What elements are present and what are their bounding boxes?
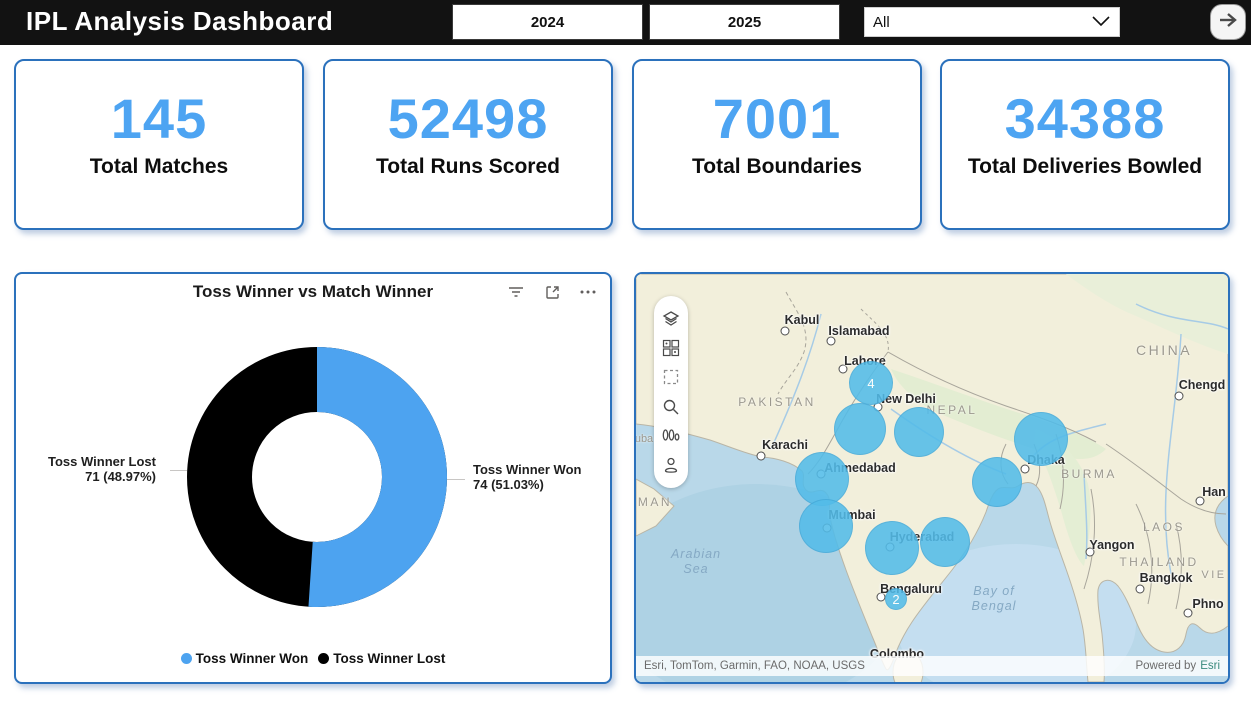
match-locations-map-panel: PAKISTAN NEPAL CHINA BURMA LAOS THAILAND… bbox=[634, 272, 1230, 684]
kpi-card-total-matches: 145 Total Matches bbox=[14, 59, 304, 230]
legend-swatch-lost bbox=[318, 653, 330, 664]
city-label: Phno bbox=[1192, 597, 1224, 611]
chart-title: Toss Winner vs Match Winner bbox=[192, 282, 434, 301]
map-bubble[interactable] bbox=[920, 517, 970, 567]
map-bubble[interactable] bbox=[795, 452, 849, 506]
map-bubble[interactable] bbox=[1014, 412, 1068, 466]
city-marker-dhaka bbox=[1020, 464, 1030, 474]
filter-icon[interactable] bbox=[504, 280, 528, 304]
region-label: CHINA bbox=[1135, 342, 1193, 358]
legend-item-won[interactable]: Toss Winner Won bbox=[180, 651, 308, 666]
callout-toss-winner-lost: Toss Winner Lost 71 (48.97%) bbox=[48, 454, 156, 484]
kpi-value: 34388 bbox=[1004, 87, 1166, 150]
basemap bbox=[636, 274, 1228, 682]
region-label: LAOS bbox=[1142, 520, 1186, 534]
layers-icon[interactable] bbox=[659, 307, 683, 331]
account-icon[interactable] bbox=[659, 453, 683, 477]
kpi-value: 145 bbox=[110, 87, 208, 150]
right-arrow-icon bbox=[1218, 12, 1238, 33]
toss-vs-match-winner-panel: Toss Winner vs Match Winner Toss Winner … bbox=[14, 272, 612, 684]
map-canvas[interactable]: PAKISTAN NEPAL CHINA BURMA LAOS THAILAND… bbox=[636, 274, 1228, 682]
region-label: MAN bbox=[637, 495, 673, 509]
city-marker-lahore bbox=[838, 364, 848, 374]
city-label: Chengd bbox=[1178, 378, 1226, 392]
map-bubble[interactable] bbox=[894, 407, 944, 457]
search-icon[interactable] bbox=[659, 395, 683, 419]
chevron-down-icon bbox=[1091, 14, 1111, 31]
legend-item-lost[interactable]: Toss Winner Lost bbox=[318, 651, 445, 666]
kpi-label: Total Matches bbox=[89, 155, 229, 178]
kpi-card-total-deliveries: 34388 Total Deliveries Bowled bbox=[940, 59, 1230, 230]
donut-chart[interactable] bbox=[16, 274, 610, 682]
city-marker-chengdu bbox=[1174, 391, 1184, 401]
city-label: Kabul bbox=[784, 313, 820, 327]
map-bubble-cluster[interactable]: 2 bbox=[885, 588, 907, 610]
measure-icon[interactable] bbox=[659, 424, 683, 448]
city-marker-phnom-penh bbox=[1183, 608, 1193, 618]
team-dropdown-value: All bbox=[873, 13, 890, 31]
callout-leader-line bbox=[447, 479, 465, 480]
city-marker-islamabad bbox=[826, 336, 836, 346]
region-label: VIE bbox=[1201, 569, 1227, 581]
esri-link[interactable]: Esri bbox=[1200, 660, 1220, 672]
focus-mode-icon[interactable] bbox=[540, 280, 564, 304]
city-label: Yangon bbox=[1089, 538, 1135, 552]
year-slicer-2024[interactable]: 2024 bbox=[452, 4, 643, 40]
city-marker-kabul bbox=[780, 326, 790, 336]
kpi-label: Total Boundaries bbox=[692, 155, 862, 178]
city-marker-karachi bbox=[756, 451, 766, 461]
kpi-card-total-boundaries: 7001 Total Boundaries bbox=[632, 59, 922, 230]
map-bubble[interactable] bbox=[799, 499, 853, 553]
region-label: BURMA bbox=[1061, 467, 1117, 481]
city-label: Han bbox=[1202, 485, 1226, 499]
year-slicer-2025[interactable]: 2025 bbox=[649, 4, 840, 40]
kpi-label: Total Deliveries Bowled bbox=[967, 155, 1203, 178]
callout-toss-winner-won: Toss Winner Won 74 (51.03%) bbox=[473, 462, 582, 492]
sea-label-arabian-sea: Arabian Sea bbox=[670, 547, 722, 576]
city-marker-bangkok bbox=[1135, 584, 1145, 594]
map-toolbar bbox=[654, 296, 688, 488]
map-attribution-bar: Esri, TomTom, Garmin, FAO, NOAA, USGS Po… bbox=[636, 656, 1228, 676]
legend-swatch-won bbox=[180, 653, 192, 664]
map-bubble[interactable] bbox=[865, 521, 919, 575]
city-label: New Delhi bbox=[876, 392, 936, 406]
kpi-label: Total Runs Scored bbox=[376, 155, 560, 178]
city-label: Karachi bbox=[762, 438, 808, 452]
region-label: PAKISTAN bbox=[738, 395, 816, 409]
kpi-value: 7001 bbox=[712, 87, 842, 150]
powered-by: Powered by Esri bbox=[1135, 660, 1220, 672]
map-bubble[interactable] bbox=[972, 457, 1022, 507]
next-page-button[interactable] bbox=[1210, 4, 1246, 40]
city-label: Islamabad bbox=[828, 324, 890, 338]
kpi-value: 52498 bbox=[387, 87, 549, 150]
sea-label-bay-of-bengal: Bay of Bengal bbox=[971, 584, 1017, 613]
map-bubble-cluster[interactable]: 4 bbox=[849, 361, 893, 405]
map-attribution-sources: Esri, TomTom, Garmin, FAO, NOAA, USGS bbox=[644, 660, 865, 672]
kpi-card-total-runs: 52498 Total Runs Scored bbox=[323, 59, 613, 230]
selection-tool-icon[interactable] bbox=[659, 365, 683, 389]
city-marker-hanoi bbox=[1195, 496, 1205, 506]
region-label: THAILAND bbox=[1119, 555, 1199, 569]
region-label: uba bbox=[634, 433, 654, 445]
chart-legend: Toss Winner Won Toss Winner Lost bbox=[16, 651, 610, 666]
team-dropdown[interactable]: All bbox=[864, 7, 1120, 37]
callout-leader-line bbox=[170, 470, 187, 471]
map-bubble[interactable] bbox=[834, 403, 886, 455]
page-title: IPL Analysis Dashboard bbox=[26, 6, 334, 36]
region-label: NEPAL bbox=[926, 403, 978, 417]
city-label: Bangkok bbox=[1139, 571, 1193, 585]
basemap-gallery-icon[interactable] bbox=[659, 336, 683, 360]
more-options-icon[interactable] bbox=[576, 280, 600, 304]
city-marker-yangon bbox=[1085, 547, 1095, 557]
header-bar: IPL Analysis Dashboard 2024 2025 All bbox=[0, 0, 1251, 45]
